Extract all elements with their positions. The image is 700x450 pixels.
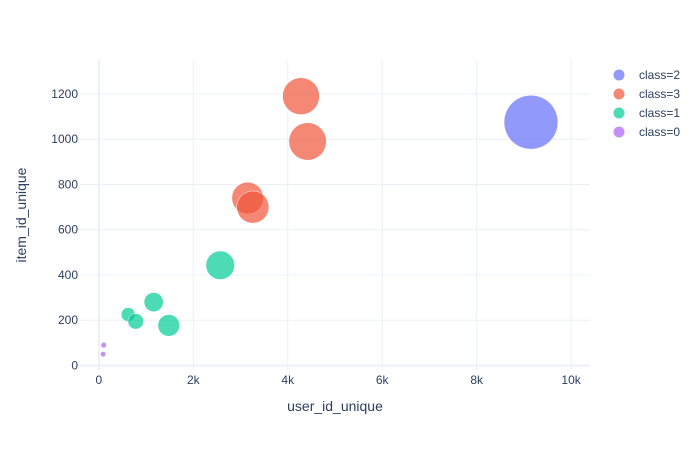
legend-item-class-3[interactable]: class=3 <box>613 87 681 101</box>
y-tick-label: 1000 <box>51 132 78 146</box>
bubble-point[interactable] <box>143 292 164 312</box>
legend-marker <box>613 126 625 138</box>
y-axis-title: item_id_unique <box>13 167 29 262</box>
bubble-point[interactable] <box>127 313 144 330</box>
grid <box>80 60 590 370</box>
bubble-point[interactable] <box>282 77 320 115</box>
legend-marker <box>613 69 625 81</box>
series-class-0[interactable] <box>100 342 107 358</box>
legend-label: class=1 <box>639 106 680 120</box>
series-class-2[interactable] <box>503 94 559 150</box>
bubbles[interactable] <box>100 77 559 358</box>
bubble-point[interactable] <box>157 314 180 337</box>
series-class-3[interactable] <box>231 77 327 224</box>
legend-marker <box>613 107 625 119</box>
x-tick-label: 0 <box>96 373 103 387</box>
bubble-point[interactable] <box>236 190 270 224</box>
bubble-point[interactable] <box>205 250 235 280</box>
bubble-point[interactable] <box>503 94 559 150</box>
x-axis-ticks: 0 2k 4k 6k 8k 10k <box>96 373 582 387</box>
y-axis-ticks: 0 200 400 600 800 1000 1200 <box>51 87 78 373</box>
x-tick-label: 4k <box>281 373 295 387</box>
x-tick-label: 10k <box>561 373 581 387</box>
x-axis-title: user_id_unique <box>287 398 383 414</box>
legend-label: class=2 <box>639 68 680 82</box>
legend-item-class-2[interactable]: class=2 <box>613 68 681 82</box>
legend-item-class-1[interactable]: class=1 <box>613 106 681 120</box>
y-tick-label: 0 <box>71 358 78 372</box>
bubble-point[interactable] <box>100 342 107 349</box>
bubble-point[interactable] <box>288 122 327 161</box>
series-class-1[interactable] <box>120 250 235 337</box>
legend[interactable]: class=2 class=3 class=1 class=0 <box>613 68 681 139</box>
y-tick-label: 1200 <box>51 87 78 101</box>
y-tick-label: 200 <box>58 313 78 327</box>
y-tick-label: 400 <box>58 268 78 282</box>
x-tick-label: 8k <box>470 373 484 387</box>
y-tick-label: 800 <box>58 177 78 191</box>
legend-item-class-0[interactable]: class=0 <box>613 125 681 139</box>
zero-lines <box>80 60 590 370</box>
legend-marker <box>613 88 625 100</box>
y-tick-label: 600 <box>58 223 78 237</box>
bubble-point[interactable] <box>100 351 107 358</box>
legend-label: class=0 <box>639 125 680 139</box>
x-tick-label: 2k <box>187 373 201 387</box>
x-tick-label: 6k <box>376 373 390 387</box>
legend-label: class=3 <box>639 87 680 101</box>
